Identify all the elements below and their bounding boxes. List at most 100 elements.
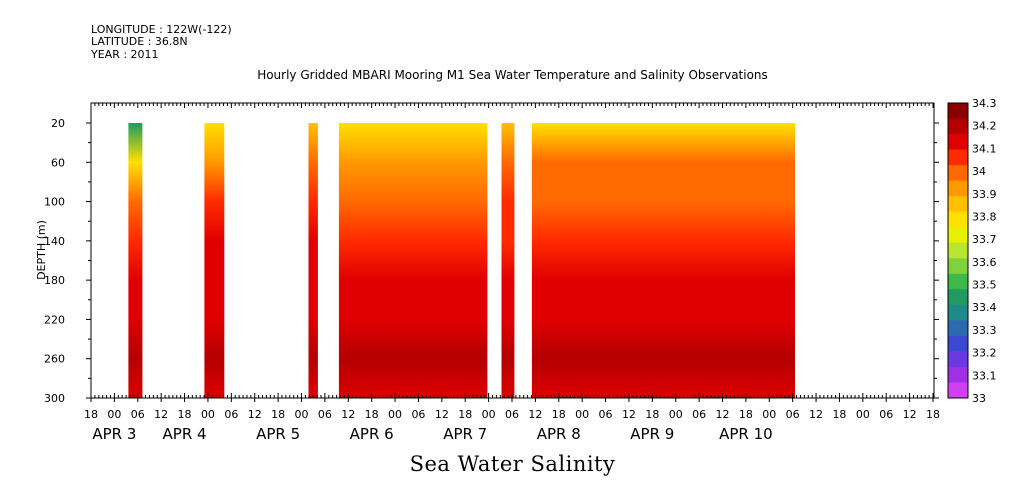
y-tick-label: 20: [51, 117, 65, 130]
colorbar-label: 34: [972, 165, 986, 178]
colorbar-swatch: [948, 258, 968, 275]
colorbar-label: 33.3: [972, 324, 997, 337]
x-hour-label: 00: [201, 408, 215, 421]
x-hour-label: 12: [435, 408, 449, 421]
x-hour-label: 00: [482, 408, 496, 421]
x-date-label: APR 10: [719, 425, 773, 443]
colorbar: 34.3 34.2 34.1 34 33.9 33.8 33.7 33.6 33.5 33.4 33…: [947, 97, 997, 405]
x-hour-label: 06: [786, 408, 800, 421]
y-tick-label: 180: [44, 274, 65, 287]
data-segment: [501, 123, 515, 398]
colorbar-swatch: [948, 320, 968, 337]
colorbar-swatch: [948, 103, 968, 120]
x-hour-label: 00: [762, 408, 776, 421]
x-date-label: APR 3: [92, 425, 136, 443]
x-hour-label: 18: [552, 408, 566, 421]
colorbar-swatch: [948, 351, 968, 368]
x-date-label: APR 9: [630, 425, 674, 443]
colorbar-swatch: [948, 165, 968, 182]
x-date-label: APR 7: [443, 425, 487, 443]
colorbar-label: 33.9: [972, 188, 997, 201]
colorbar-swatch: [948, 180, 968, 197]
x-hour-label: 18: [271, 408, 285, 421]
colorbar-swatch: [948, 289, 968, 306]
colorbar-swatch: [948, 382, 968, 399]
y-tick-label: 260: [44, 353, 65, 366]
x-hour-label: 18: [84, 408, 98, 421]
data-segment: [128, 123, 143, 398]
colorbar-swatch: [948, 211, 968, 228]
x-hour-label: 18: [458, 408, 472, 421]
y-tick-label: 100: [44, 196, 65, 209]
x-hour-label: 18: [178, 408, 192, 421]
colorbar-swatch: [948, 304, 968, 321]
x-hour-label: 12: [341, 408, 355, 421]
x-hour-label: 12: [528, 408, 542, 421]
longitude-label: LONGITUDE : 122W(-122): [91, 23, 232, 36]
x-hour-label: 18: [832, 408, 846, 421]
colorbar-swatch: [948, 273, 968, 290]
colorbar-label: 33.5: [972, 279, 997, 292]
colorbar-swatch: [948, 335, 968, 352]
x-hour-label: 18: [645, 408, 659, 421]
plot-data-area: [128, 123, 795, 398]
variable-title: Sea Water Salinity: [409, 452, 616, 476]
x-date-label: APR 6: [350, 425, 394, 443]
x-date-label: APR 5: [256, 425, 300, 443]
latitude-label: LATITUDE : 36.8N: [91, 35, 188, 48]
x-hour-label: 00: [856, 408, 870, 421]
data-segment: [204, 123, 225, 398]
x-hour-label: 12: [809, 408, 823, 421]
colorbar-label: 33: [972, 392, 986, 405]
x-hour-label: 06: [318, 408, 332, 421]
colorbar-swatch: [948, 196, 968, 213]
data-segment: [531, 123, 795, 398]
chart-title: Hourly Gridded MBARI Mooring M1 Sea Wate…: [257, 68, 768, 82]
colorbar-label: 34.1: [972, 142, 997, 155]
x-hour-label: 12: [716, 408, 730, 421]
y-tick-label: 300: [44, 392, 65, 405]
x-hour-label: 18: [365, 408, 379, 421]
colorbar-label: 33.7: [972, 233, 997, 246]
colorbar-label: 33.6: [972, 256, 997, 269]
x-date-label: APR 8: [537, 425, 581, 443]
x-hour-label: 00: [107, 408, 121, 421]
colorbar-label: 34.2: [972, 120, 997, 133]
colorbar-swatch: [948, 134, 968, 151]
colorbar-label: 33.4: [972, 301, 997, 314]
axes: 20 60 100 140 180 220 260 300 18 00 06 12 18 00 06 12 18…: [44, 103, 940, 443]
data-segment: [338, 123, 488, 398]
colorbar-label: 33.1: [972, 369, 997, 382]
x-hour-label: 06: [411, 408, 425, 421]
colorbar-swatch: [948, 118, 968, 135]
x-hour-label: 06: [224, 408, 238, 421]
y-tick-label: 220: [44, 313, 65, 326]
x-hour-label: 18: [739, 408, 753, 421]
x-date-label: APR 4: [163, 425, 207, 443]
colorbar-swatch: [948, 366, 968, 383]
x-hour-label: 06: [505, 408, 519, 421]
x-hour-label: 12: [903, 408, 917, 421]
y-tick-label: 140: [44, 235, 65, 248]
data-segment: [308, 123, 318, 398]
colorbar-label: 33.2: [972, 347, 997, 360]
x-hour-label: 12: [622, 408, 636, 421]
colorbar-swatch: [948, 242, 968, 259]
colorbar-swatch: [948, 227, 968, 244]
colorbar-label: 34.3: [972, 97, 997, 110]
colorbar-label: 33.8: [972, 210, 997, 223]
year-label: YEAR : 2011: [91, 48, 159, 61]
x-hour-label: 06: [692, 408, 706, 421]
y-axis-label: DEPTH (m): [35, 220, 48, 280]
x-hour-label: 00: [669, 408, 683, 421]
colorbar-frame: [947, 102, 969, 399]
x-hour-label: 12: [154, 408, 168, 421]
x-hour-label: 18: [926, 408, 940, 421]
colorbar-swatch: [948, 149, 968, 166]
x-hour-label: 00: [388, 408, 402, 421]
x-hour-label: 06: [131, 408, 145, 421]
x-hour-label: 00: [295, 408, 309, 421]
x-hour-label: 06: [879, 408, 893, 421]
x-hour-label: 06: [599, 408, 613, 421]
